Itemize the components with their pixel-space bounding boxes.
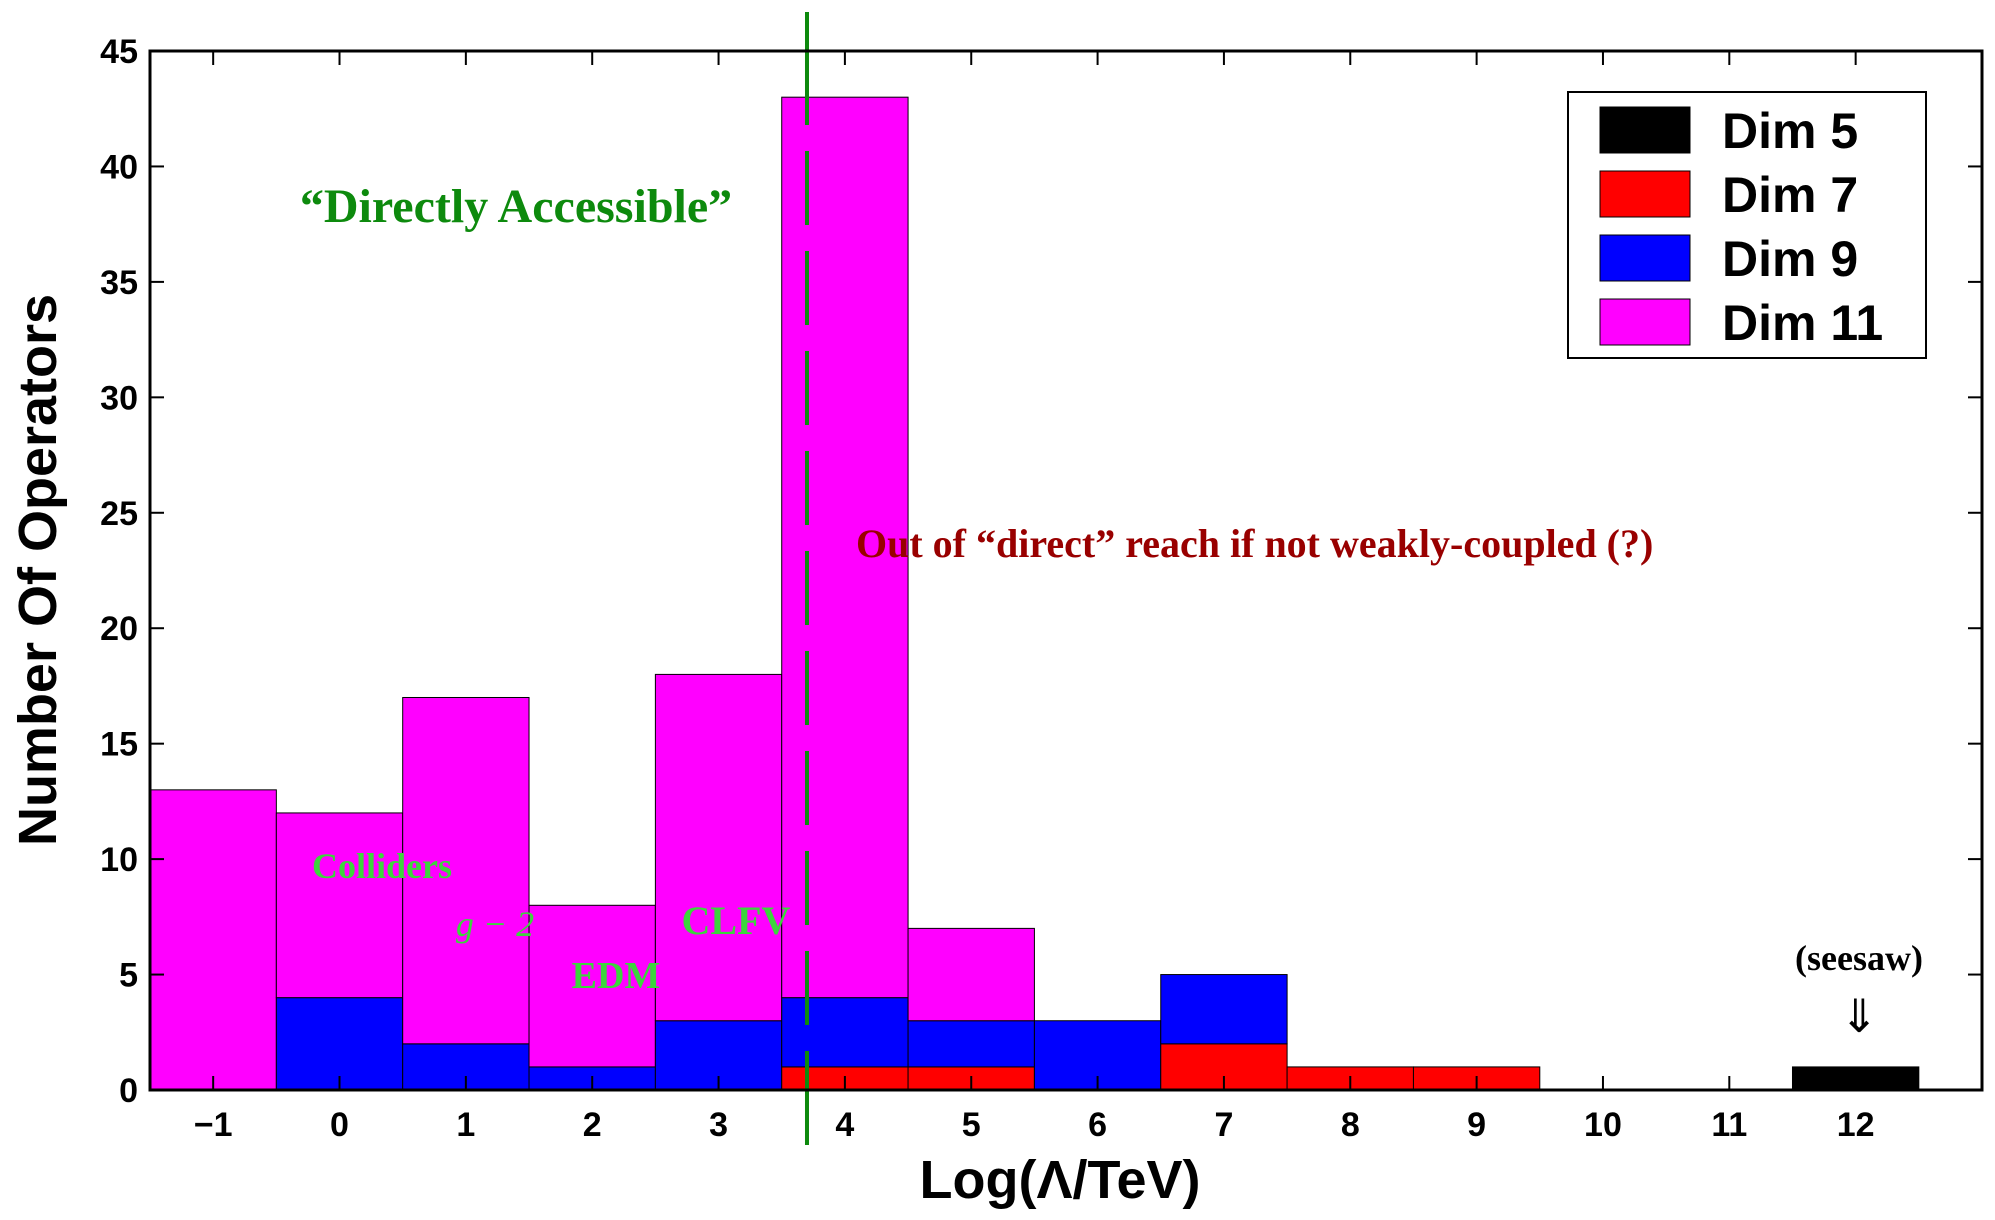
bar-dim-9-x4	[781, 997, 909, 1068]
annotation-colliders: Colliders	[312, 846, 452, 886]
x-axis: −1 0 1 2 3 4 5 6 7 8 9 10 11 12	[194, 51, 1875, 1144]
bar-dim-11-x3	[654, 673, 783, 1022]
x-tick-label: −1	[194, 1106, 233, 1144]
y-tick-label: 45	[100, 33, 138, 71]
x-tick-label: 12	[1837, 1106, 1875, 1144]
x-tick-label: 3	[709, 1106, 728, 1144]
x-axis-label: Log(Λ/TeV)	[920, 1150, 1201, 1210]
legend-label-dim-5: Dim 5	[1722, 103, 1858, 159]
y-tick-label: 15	[100, 726, 138, 764]
bar-dim-11-x1	[402, 696, 530, 1045]
y-tick-label: 20	[100, 610, 138, 648]
annotation-edm: EDM	[572, 955, 661, 997]
legend-label-dim-7: Dim 7	[1722, 167, 1858, 223]
x-tick-label: 5	[962, 1106, 981, 1144]
legend-swatch-dim-7	[1599, 170, 1691, 218]
x-tick-label: 8	[1341, 1106, 1360, 1144]
bars-layer	[149, 96, 1920, 1091]
legend-swatch-dim-5	[1599, 106, 1691, 154]
x-tick-label: 2	[583, 1106, 602, 1144]
bar-dim-9-x0	[275, 997, 404, 1091]
y-tick-label: 5	[119, 957, 138, 995]
y-tick-label: 25	[100, 495, 138, 533]
y-tick-label: 35	[100, 264, 138, 302]
legend-label-dim-11: Dim 11	[1722, 295, 1883, 351]
x-tick-label: 9	[1467, 1106, 1486, 1144]
bar-dim-11-x-1	[149, 789, 277, 1091]
annotation-clfv: CLFV	[682, 898, 791, 943]
x-tick-label: 10	[1584, 1106, 1622, 1144]
y-axis: 0 5 10 15 20 25 30 35 40 45	[100, 33, 1982, 1110]
bar-dim-9-x7	[1160, 974, 1288, 1045]
annotation-g-minus-2: g − 2	[456, 904, 534, 944]
y-axis-label: Number Of Operators	[8, 294, 68, 846]
x-tick-label: 6	[1088, 1106, 1107, 1144]
y-tick-label: 10	[100, 841, 138, 879]
bar-dim-11-x2	[528, 904, 656, 1068]
bar-dim-11-x4	[781, 96, 909, 999]
bar-dim-11-x0	[275, 812, 404, 999]
annotation-directly-accessible: “Directly Accessible”	[300, 180, 732, 233]
x-tick-label: 7	[1214, 1106, 1233, 1144]
x-tick-label: 11	[1711, 1106, 1747, 1144]
x-tick-label: 4	[835, 1106, 854, 1144]
legend-swatch-dim-11	[1599, 298, 1691, 346]
bar-dim-9-x5	[907, 1020, 1035, 1068]
bar-dim-11-x5	[907, 927, 1035, 1022]
annotation-seesaw: (seesaw)	[1795, 938, 1923, 978]
y-tick-label: 30	[100, 379, 138, 417]
y-tick-label: 40	[100, 148, 138, 186]
y-tick-label: 0	[119, 1072, 138, 1110]
legend-swatch-dim-9	[1599, 234, 1691, 282]
plot-frame	[148, 49, 1984, 1092]
annotation-out-of-reach: Out of “direct” reach if not weakly-coup…	[856, 521, 1653, 566]
x-tick-label: 1	[456, 1106, 475, 1144]
annotation-seesaw-arrow: ⇓	[1840, 989, 1879, 1043]
legend-label-dim-9: Dim 9	[1722, 231, 1858, 287]
legend: Dim 5 Dim 7 Dim 9 Dim 11	[1567, 91, 1927, 359]
x-tick-label: 0	[330, 1106, 349, 1144]
